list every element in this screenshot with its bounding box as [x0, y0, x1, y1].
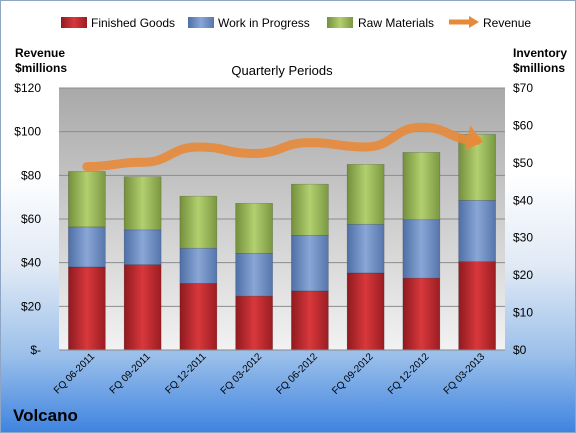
bar-work-in-progress	[458, 199, 496, 262]
chart-title: Quarterly Periods	[231, 63, 333, 78]
legend-label-work-in-progress: Work in Progress	[218, 16, 310, 30]
revenue-line	[82, 122, 483, 172]
bar-work-in-progress	[346, 223, 385, 274]
left-tick-label: $120	[14, 81, 41, 95]
right-tick-label: $40	[513, 193, 533, 207]
left-axis-label-line2: $millions	[15, 61, 67, 75]
x-tick-label: FQ 03-2012	[219, 351, 265, 397]
right-tick-label: $10	[513, 306, 533, 320]
legend-label-finished-goods: Finished Goods	[91, 16, 175, 30]
bar-raw-materials	[123, 176, 162, 231]
bar-finished-goods	[402, 277, 441, 351]
bar-work-in-progress	[235, 253, 273, 297]
x-tick-label: FQ 09-2011	[108, 351, 153, 396]
right-tick-label: $30	[513, 231, 533, 245]
right-axis-label-line2: $millions	[513, 61, 565, 75]
legend-label-raw-materials: Raw Materials	[358, 16, 434, 30]
revenue-arrowhead	[464, 125, 483, 151]
right-tick-label: $20	[513, 268, 533, 282]
right-axis-label-line1: Inventory	[513, 46, 567, 60]
x-tick-label: FQ 06-2011	[52, 351, 97, 396]
x-axis-ticks: FQ 06-2011 FQ 09-2011 FQ 12-2011 FQ 03-2012…	[52, 351, 488, 397]
left-tick-label: $20	[21, 299, 41, 313]
x-tick-label: FQ 09-2012	[330, 351, 376, 397]
bar-finished-goods	[123, 264, 162, 351]
legend-label-revenue: Revenue	[483, 16, 531, 30]
bar-raw-materials	[458, 134, 496, 201]
legend-swatch-work-in-progress	[188, 17, 214, 28]
legend-swatch-raw-materials	[327, 17, 353, 28]
x-tick-label: FQ 12-2012	[386, 351, 432, 397]
bar-raw-materials	[68, 171, 106, 228]
right-tick-label: $0	[513, 343, 527, 357]
left-tick-label: $80	[21, 168, 41, 182]
bar-raw-materials	[402, 152, 441, 221]
right-tick-label: $50	[513, 156, 533, 170]
legend-swatch-finished-goods	[61, 17, 87, 28]
bar-raw-materials	[235, 202, 273, 254]
left-tick-label: $40	[21, 256, 41, 270]
bar-raw-materials	[346, 164, 385, 225]
bar-work-in-progress	[402, 219, 441, 279]
legend-arrowhead-revenue	[469, 16, 479, 28]
revenue-line-path	[82, 122, 482, 172]
x-tick-label: FQ 12-2011	[164, 351, 209, 396]
x-tick-label: FQ 06-2012	[274, 351, 320, 397]
left-axis-ticks: $- $20 $40 $60 $80 $100 $120	[14, 81, 41, 357]
bar-finished-goods	[179, 283, 218, 351]
bar-work-in-progress	[68, 226, 106, 268]
company-name: Volcano	[13, 406, 78, 425]
bar-finished-goods	[235, 295, 273, 351]
left-tick-label: $100	[14, 125, 41, 139]
bars	[68, 134, 496, 351]
right-tick-label: $60	[513, 118, 533, 132]
bar-finished-goods	[68, 266, 106, 351]
left-axis-label-line1: Revenue	[15, 46, 65, 60]
left-tick-label: $60	[21, 212, 41, 226]
bar-work-in-progress	[291, 235, 329, 292]
bar-work-in-progress	[123, 229, 162, 265]
bar-finished-goods	[291, 290, 329, 351]
legend: Finished Goods Work in Progress Raw Mate…	[61, 16, 531, 30]
right-axis-ticks: $0 $10 $20 $30 $40 $50 $60 $70	[513, 81, 533, 357]
bar-raw-materials	[179, 195, 218, 249]
left-tick-label: $-	[30, 343, 41, 357]
x-tick-label: FQ 03-2013	[442, 351, 488, 397]
bar-finished-goods	[346, 272, 385, 351]
bar-finished-goods	[458, 261, 496, 351]
bar-raw-materials	[291, 183, 329, 236]
bar-work-in-progress	[179, 247, 218, 284]
right-tick-label: $70	[513, 81, 533, 95]
